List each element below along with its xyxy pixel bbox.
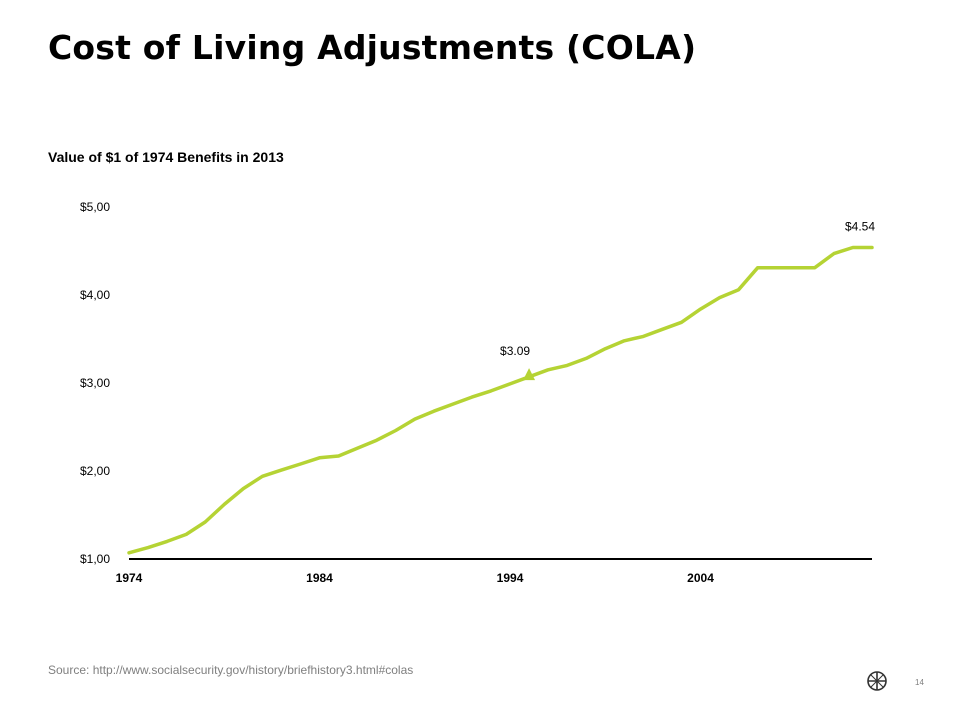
x-tick-label: 2004 (687, 571, 714, 585)
y-tick-label: $4,00 (80, 288, 110, 302)
line-chart: $1,00 $2,00 $3,00 $4,00 $5,00 1974 1984 1994 200… (80, 200, 875, 585)
x-tick-label: 1974 (116, 571, 143, 585)
y-tick-label: $1,00 (80, 552, 110, 566)
data-label: $3.09 (500, 344, 530, 358)
y-tick-label: $2,00 (80, 464, 110, 478)
series-line (127, 245, 874, 555)
y-tick-label: $5,00 (80, 200, 110, 214)
x-tick-label: 1994 (497, 571, 524, 585)
page-number: 14 (915, 678, 924, 687)
x-tick-label: 1984 (306, 571, 333, 585)
slide-title: Cost of Living Adjustments (COLA) (48, 28, 697, 67)
y-tick-label: $3,00 (80, 376, 110, 390)
chart-subtitle: Value of $1 of 1974 Benefits in 2013 (48, 149, 284, 165)
source-citation: Source: http://www.socialsecurity.gov/hi… (48, 663, 414, 677)
data-label: $4.54 (845, 219, 875, 233)
puzzle-knot-logo-icon (864, 668, 890, 699)
data-point-marker (523, 368, 536, 381)
